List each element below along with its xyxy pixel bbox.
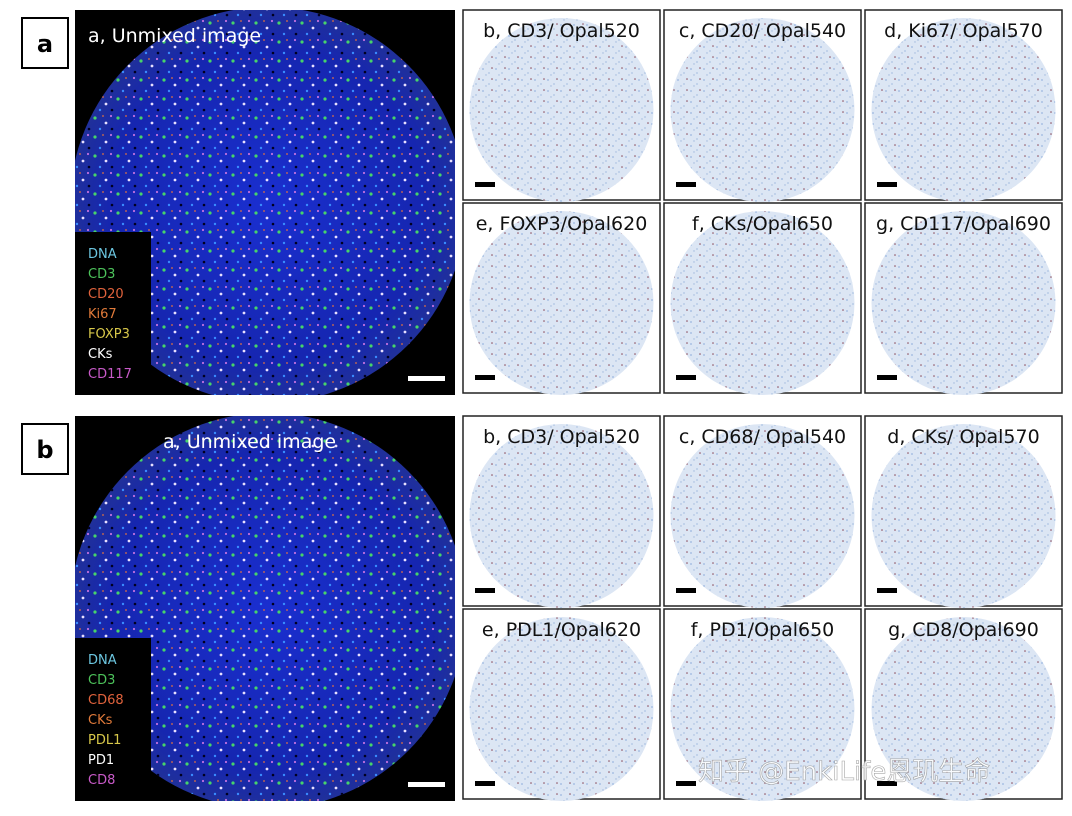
ihc-cells [469, 617, 654, 801]
legend-entry: Ki67 [88, 307, 117, 322]
ihc-cells [469, 424, 654, 608]
scale-bar [475, 182, 495, 187]
ihc-cells [469, 211, 654, 395]
scale-bar [475, 588, 495, 593]
panel-title: b, CD3/ Opal520 [483, 426, 640, 448]
ihc-cells [871, 211, 1056, 395]
scale-bar [676, 588, 696, 593]
main-title: a, Unmixed image [88, 25, 261, 47]
ihc-cells [670, 211, 855, 395]
panel-title: e, PDL1/Opal620 [482, 619, 641, 641]
panel-title: g, CD8/Opal690 [888, 619, 1039, 641]
tissue [75, 10, 455, 395]
ihc-cells [670, 617, 855, 801]
legend-entry: CD68 [88, 693, 124, 708]
panel-title: e, FOXP3/Opal620 [476, 213, 648, 235]
scale-bar [877, 375, 897, 380]
ihc-cells [871, 617, 1056, 801]
panel-label: a [37, 30, 53, 58]
panel-label-box [21, 17, 69, 69]
scale-bar [676, 781, 696, 786]
scale-bar [408, 376, 445, 381]
legend-entry: DNA [88, 247, 117, 262]
tissue [75, 416, 455, 801]
legend-entry: FOXP3 [88, 327, 130, 342]
legend-bg [75, 638, 151, 801]
legend-bg [75, 232, 151, 395]
legend-entry: CD3 [88, 673, 115, 688]
tissue-cells [75, 416, 455, 801]
panel-title: d, Ki67/ Opal570 [884, 20, 1043, 42]
legend-entry: CD117 [88, 367, 132, 382]
panel-label-box [21, 423, 69, 475]
main-title: a, Unmixed image [163, 431, 336, 453]
panel-title: c, CD20/ Opal540 [679, 20, 846, 42]
panel-title: b, CD3/ Opal520 [483, 20, 640, 42]
ihc-cells [670, 18, 855, 202]
scale-bar [676, 182, 696, 187]
scale-bar [877, 781, 897, 786]
scale-bar [475, 781, 495, 786]
scale-bar [475, 375, 495, 380]
scale-bar [877, 182, 897, 187]
tissue-cells [75, 10, 455, 395]
legend-entry: CKs [88, 713, 113, 728]
panel-title: c, CD68/ Opal540 [679, 426, 846, 448]
legend-entry: PD1 [88, 753, 114, 768]
watermark: 知乎 @EnkiLife恩玑生命 [698, 757, 990, 787]
legend-entry: CKs [88, 347, 113, 362]
panel-title: g, CD117/Opal690 [876, 213, 1051, 235]
panel-title: d, CKs/ Opal570 [887, 426, 1039, 448]
legend-entry: PDL1 [88, 733, 121, 748]
legend-entry: CD20 [88, 287, 124, 302]
legend-entry: DNA [88, 653, 117, 668]
panel-title: f, PD1/Opal650 [691, 619, 835, 641]
panel-label: b [36, 436, 53, 464]
scale-bar [676, 375, 696, 380]
ihc-cells [469, 18, 654, 202]
panel-title: f, CKs/Opal650 [692, 213, 833, 235]
ihc-cells [871, 424, 1056, 608]
scale-bar [408, 782, 445, 787]
ihc-cells [871, 18, 1056, 202]
legend-entry: CD3 [88, 267, 115, 282]
legend-entry: CD8 [88, 773, 115, 788]
ihc-cells [670, 424, 855, 608]
scale-bar [877, 588, 897, 593]
